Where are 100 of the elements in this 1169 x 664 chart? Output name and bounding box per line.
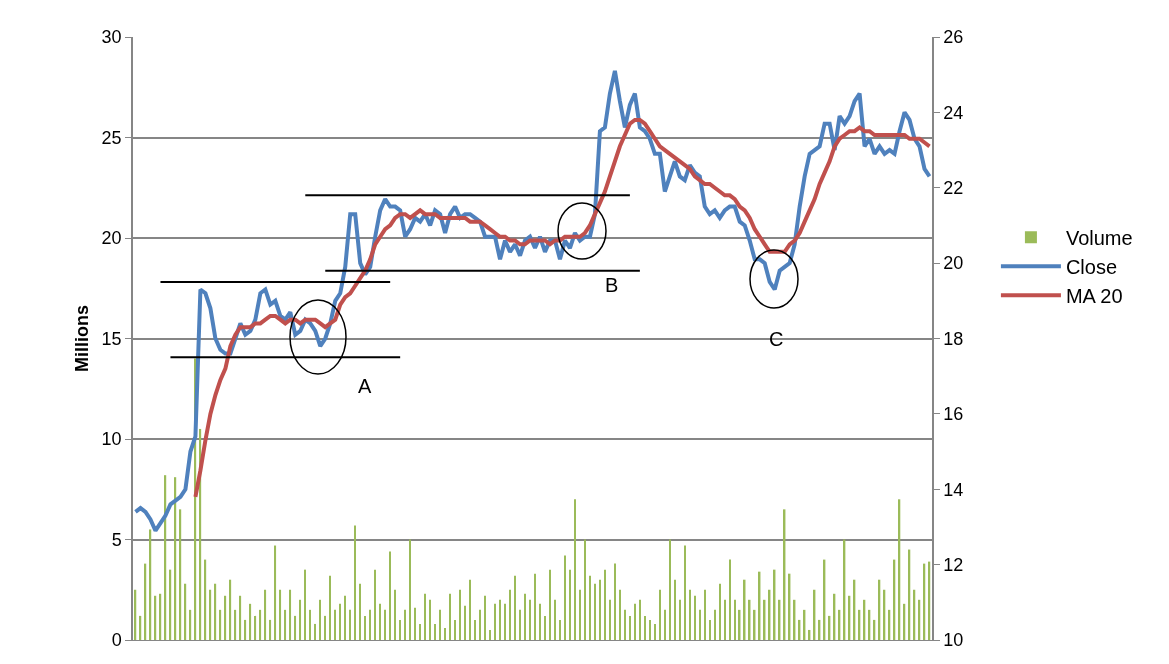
bar bbox=[649, 619, 651, 640]
line-series bbox=[193, 117, 932, 499]
bar bbox=[464, 605, 466, 640]
bar bbox=[734, 599, 736, 640]
bar bbox=[729, 559, 731, 640]
bar bbox=[394, 589, 396, 640]
bar bbox=[209, 589, 212, 640]
bar bbox=[674, 579, 676, 640]
y-tick-label: 30 bbox=[101, 27, 122, 48]
bar bbox=[524, 593, 526, 640]
bar bbox=[659, 589, 661, 640]
bar bbox=[689, 589, 691, 640]
bar bbox=[219, 609, 222, 640]
y-tick-label: 20 bbox=[101, 228, 122, 249]
bar bbox=[434, 623, 436, 640]
bar bbox=[224, 595, 227, 640]
bar bbox=[504, 603, 506, 640]
bar bbox=[304, 569, 307, 640]
bar bbox=[474, 619, 476, 640]
bar bbox=[564, 555, 566, 640]
bar bbox=[569, 569, 571, 640]
bar bbox=[184, 583, 187, 640]
bar bbox=[409, 539, 411, 640]
bar bbox=[189, 609, 192, 640]
bar bbox=[154, 595, 157, 640]
bar bbox=[229, 579, 232, 640]
bar bbox=[324, 615, 327, 640]
bar bbox=[604, 569, 606, 640]
bar bbox=[299, 599, 302, 640]
bar bbox=[704, 589, 706, 640]
bar bbox=[594, 583, 596, 640]
bar bbox=[664, 609, 666, 640]
bar bbox=[554, 599, 556, 640]
bar bbox=[284, 609, 287, 640]
bar bbox=[634, 603, 636, 640]
bar bbox=[274, 545, 277, 640]
bar bbox=[489, 629, 491, 640]
bar bbox=[719, 583, 721, 640]
bar bbox=[584, 539, 586, 640]
bar bbox=[314, 623, 317, 640]
bar bbox=[444, 627, 446, 640]
y-tick-label: 10 bbox=[101, 429, 122, 450]
y2-tick-label: 24 bbox=[943, 102, 964, 123]
bar bbox=[414, 607, 416, 640]
y-tick-label: 15 bbox=[101, 328, 122, 349]
bar bbox=[329, 575, 331, 640]
bar bbox=[384, 609, 386, 640]
bar bbox=[644, 615, 646, 640]
bar bbox=[619, 589, 621, 640]
y2-tick-label: 14 bbox=[943, 479, 964, 500]
bar bbox=[539, 603, 541, 640]
bar bbox=[359, 583, 361, 640]
y2-tick-label: 16 bbox=[943, 404, 964, 425]
bar bbox=[244, 619, 247, 640]
annotation: C bbox=[769, 328, 784, 350]
y2-tick-label: 18 bbox=[943, 328, 964, 349]
bar bbox=[239, 595, 242, 640]
bar bbox=[169, 569, 172, 640]
y2-tick-label: 12 bbox=[943, 554, 964, 575]
bar bbox=[279, 589, 282, 640]
bar bbox=[484, 595, 486, 640]
bar bbox=[389, 551, 391, 640]
bar bbox=[599, 579, 601, 640]
bar bbox=[319, 599, 322, 640]
y-axis-title: Millions bbox=[72, 305, 93, 372]
bar bbox=[354, 525, 356, 640]
bar bbox=[709, 619, 711, 640]
bar bbox=[714, 609, 716, 640]
legend-label: Close bbox=[1065, 255, 1118, 278]
bar bbox=[654, 623, 656, 640]
bar bbox=[499, 599, 501, 640]
bar bbox=[254, 615, 257, 640]
bar bbox=[574, 499, 576, 640]
bar bbox=[589, 575, 591, 640]
bar bbox=[449, 593, 451, 640]
bar bbox=[534, 573, 536, 640]
bar bbox=[669, 539, 671, 640]
bar bbox=[439, 609, 441, 640]
bar bbox=[679, 599, 681, 640]
y2-tick-label: 26 bbox=[943, 27, 964, 48]
bar bbox=[699, 609, 701, 640]
bar bbox=[339, 603, 341, 640]
bar bbox=[249, 603, 252, 640]
bar bbox=[629, 615, 631, 640]
bar bbox=[549, 569, 551, 640]
y2-tick-label: 22 bbox=[943, 178, 964, 199]
bar bbox=[609, 599, 611, 640]
bar bbox=[469, 579, 471, 640]
bar bbox=[204, 559, 207, 640]
bar bbox=[519, 609, 521, 640]
y2-tick-label: 20 bbox=[943, 253, 964, 274]
bar bbox=[479, 609, 481, 640]
bar bbox=[684, 545, 686, 640]
legend-label: MA 20 bbox=[1065, 284, 1123, 307]
bar bbox=[294, 615, 297, 640]
bar bbox=[364, 615, 366, 640]
bar bbox=[179, 509, 182, 640]
bar bbox=[529, 599, 531, 640]
annotation: B bbox=[605, 274, 619, 296]
bar bbox=[269, 619, 272, 640]
